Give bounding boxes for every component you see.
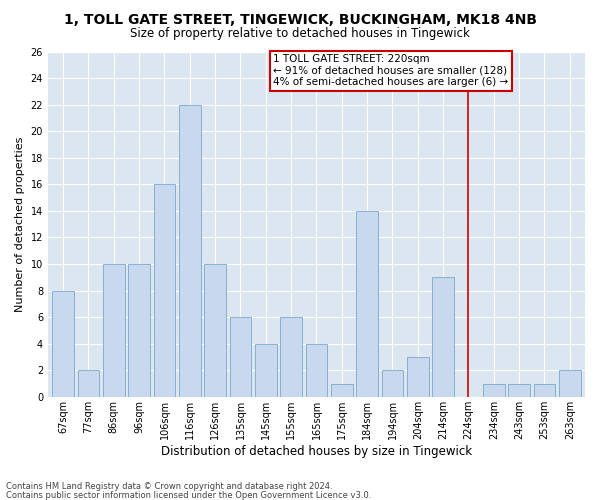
Bar xyxy=(103,264,125,397)
Bar xyxy=(305,344,327,397)
Y-axis label: Number of detached properties: Number of detached properties xyxy=(15,136,25,312)
Bar xyxy=(280,317,302,397)
Bar xyxy=(559,370,581,397)
Bar xyxy=(77,370,99,397)
Text: Contains public sector information licensed under the Open Government Licence v3: Contains public sector information licen… xyxy=(6,490,371,500)
Bar xyxy=(508,384,530,397)
Bar xyxy=(179,104,200,397)
Bar xyxy=(52,290,74,397)
Bar xyxy=(407,357,428,397)
Text: Contains HM Land Registry data © Crown copyright and database right 2024.: Contains HM Land Registry data © Crown c… xyxy=(6,482,332,491)
Bar xyxy=(154,184,175,397)
Bar xyxy=(433,278,454,397)
Bar xyxy=(230,317,251,397)
Bar xyxy=(382,370,403,397)
Text: Size of property relative to detached houses in Tingewick: Size of property relative to detached ho… xyxy=(130,28,470,40)
Bar xyxy=(255,344,277,397)
Bar xyxy=(533,384,555,397)
Bar xyxy=(331,384,353,397)
X-axis label: Distribution of detached houses by size in Tingewick: Distribution of detached houses by size … xyxy=(161,444,472,458)
Bar xyxy=(483,384,505,397)
Text: 1 TOLL GATE STREET: 220sqm
← 91% of detached houses are smaller (128)
4% of semi: 1 TOLL GATE STREET: 220sqm ← 91% of deta… xyxy=(274,54,509,88)
Text: 1, TOLL GATE STREET, TINGEWICK, BUCKINGHAM, MK18 4NB: 1, TOLL GATE STREET, TINGEWICK, BUCKINGH… xyxy=(64,12,536,26)
Bar xyxy=(356,211,378,397)
Bar xyxy=(128,264,150,397)
Bar xyxy=(205,264,226,397)
